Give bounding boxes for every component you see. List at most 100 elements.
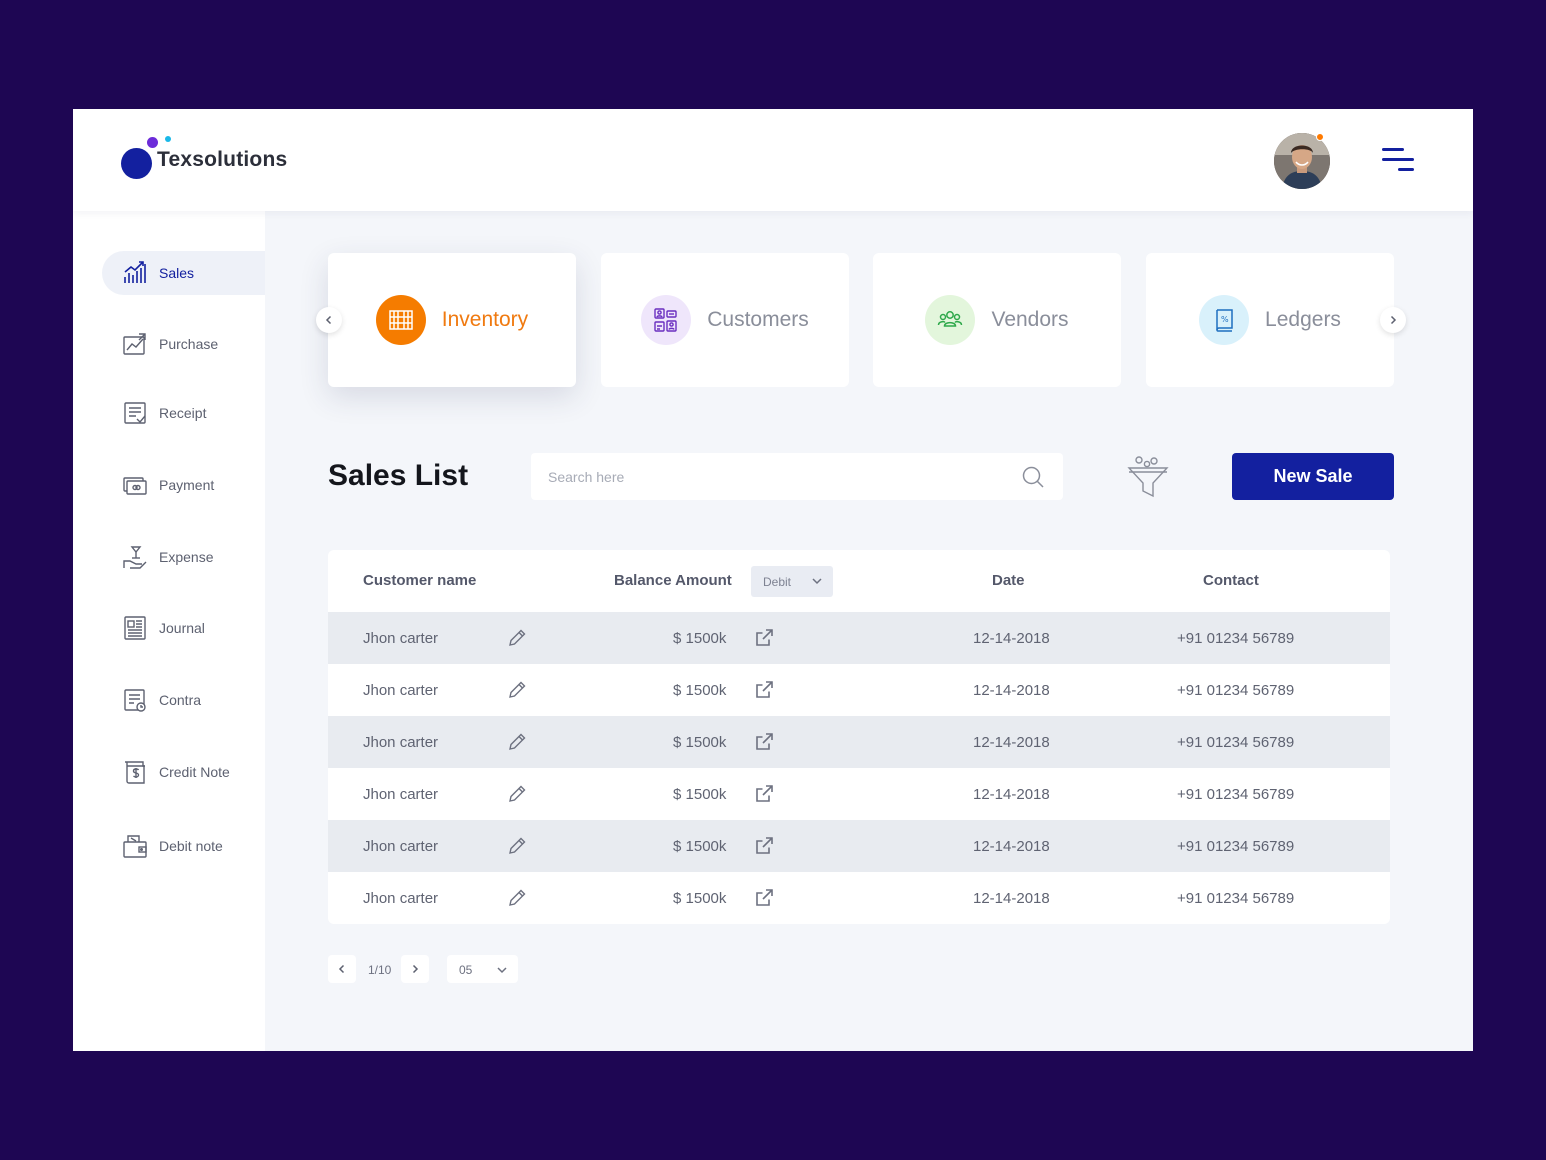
column-header-balance-amount: Balance Amount bbox=[614, 572, 732, 589]
carousel-next-button[interactable] bbox=[1380, 307, 1406, 333]
sale-date: 12-14-2018 bbox=[973, 890, 1050, 907]
journal-icon bbox=[121, 614, 149, 642]
contact-number: +91 01234 56789 bbox=[1177, 890, 1295, 907]
contact-number: +91 01234 56789 bbox=[1177, 682, 1295, 699]
sidebar-item-journal[interactable]: Journal bbox=[102, 606, 265, 650]
balance-type-select[interactable]: Debit bbox=[751, 566, 833, 597]
sidebar-item-label: Sales bbox=[159, 265, 195, 281]
card-label: Ledgers bbox=[1265, 308, 1341, 331]
purchase-icon bbox=[121, 330, 149, 358]
external-link-icon[interactable] bbox=[753, 835, 775, 857]
chevron-down-icon bbox=[497, 967, 507, 974]
new-sale-button[interactable]: New Sale bbox=[1232, 453, 1394, 500]
sidebar-item-expense[interactable]: Expense bbox=[102, 535, 265, 579]
page-title: Sales List bbox=[328, 459, 469, 492]
card-ledgers[interactable]: % Ledgers bbox=[1146, 253, 1394, 387]
column-header-date: Date bbox=[992, 572, 1025, 589]
customer-name: Jhon carter bbox=[363, 890, 439, 907]
sidebar-item-debit-note[interactable]: Debit note bbox=[102, 824, 265, 868]
search-box bbox=[531, 453, 1063, 500]
search-input[interactable] bbox=[531, 453, 1001, 500]
sidebar-item-payment[interactable]: Payment bbox=[102, 463, 265, 507]
edit-pencil-icon[interactable] bbox=[506, 627, 528, 649]
logo-mark-icon bbox=[121, 135, 171, 185]
chevron-left-icon bbox=[325, 315, 332, 325]
card-customers[interactable]: Customers bbox=[601, 253, 849, 387]
external-link-icon[interactable] bbox=[753, 679, 775, 701]
sidebar-item-label: Contra bbox=[159, 692, 202, 708]
balance-type-value: Debit bbox=[763, 574, 792, 589]
card-label: Customers bbox=[707, 308, 809, 331]
credit-note-icon bbox=[121, 758, 149, 786]
sales-table: Customer name Balance Amount Debit Date … bbox=[328, 550, 1390, 924]
balance-amount: $ 1500k bbox=[673, 682, 727, 699]
sidebar: Sales Purchase Receipt bbox=[73, 211, 265, 1051]
edit-pencil-icon[interactable] bbox=[506, 783, 528, 805]
brand-logo[interactable]: Texsolutions bbox=[121, 135, 287, 185]
external-link-icon[interactable] bbox=[753, 627, 775, 649]
customer-name: Jhon carter bbox=[363, 734, 439, 751]
next-page-button[interactable] bbox=[401, 955, 429, 983]
rows-per-page-select[interactable]: 05 bbox=[447, 955, 518, 983]
customers-icon bbox=[641, 295, 692, 345]
sidebar-item-label: Expense bbox=[159, 549, 214, 565]
external-link-icon[interactable] bbox=[753, 783, 775, 805]
avatar[interactable] bbox=[1274, 133, 1330, 189]
brand-name: Texsolutions bbox=[157, 148, 288, 171]
customer-name: Jhon carter bbox=[363, 838, 439, 855]
app-window: Texsolutions bbox=[73, 109, 1473, 1051]
balance-amount: $ 1500k bbox=[673, 734, 727, 751]
table-row[interactable]: Jhon carter $ 1500k 12-14-2018 +91 01234… bbox=[328, 612, 1390, 664]
balance-amount: $ 1500k bbox=[673, 630, 727, 647]
chevron-left-icon bbox=[338, 964, 345, 974]
sidebar-item-sales[interactable]: Sales bbox=[102, 251, 265, 295]
sidebar-item-credit-note[interactable]: Credit Note bbox=[102, 750, 265, 794]
customer-name: Jhon carter bbox=[363, 630, 439, 647]
sidebar-item-label: Debit note bbox=[159, 838, 223, 854]
sale-date: 12-14-2018 bbox=[973, 786, 1050, 803]
sidebar-item-label: Receipt bbox=[159, 405, 207, 421]
customer-name: Jhon carter bbox=[363, 786, 439, 803]
balance-amount: $ 1500k bbox=[673, 786, 727, 803]
edit-pencil-icon[interactable] bbox=[506, 835, 528, 857]
prev-page-button[interactable] bbox=[328, 955, 356, 983]
external-link-icon[interactable] bbox=[753, 731, 775, 753]
inventory-icon bbox=[375, 295, 426, 345]
sale-date: 12-14-2018 bbox=[973, 682, 1050, 699]
search-icon[interactable] bbox=[1021, 465, 1045, 489]
table-row[interactable]: Jhon carter $ 1500k 12-14-2018 +91 01234… bbox=[328, 872, 1390, 924]
contact-number: +91 01234 56789 bbox=[1177, 630, 1295, 647]
sale-date: 12-14-2018 bbox=[973, 630, 1050, 647]
table-row[interactable]: Jhon carter $ 1500k 12-14-2018 +91 01234… bbox=[328, 664, 1390, 716]
menu-icon[interactable] bbox=[1380, 145, 1416, 175]
table-row[interactable]: Jhon carter $ 1500k 12-14-2018 +91 01234… bbox=[328, 768, 1390, 820]
external-link-icon[interactable] bbox=[753, 887, 775, 909]
edit-pencil-icon[interactable] bbox=[506, 679, 528, 701]
table-header: Customer name Balance Amount Debit Date … bbox=[328, 550, 1390, 612]
carousel-prev-button[interactable] bbox=[316, 307, 342, 333]
card-inventory[interactable]: Inventory bbox=[328, 253, 576, 387]
table-row[interactable]: Jhon carter $ 1500k 12-14-2018 +91 01234… bbox=[328, 716, 1390, 768]
svg-text:%: % bbox=[1221, 315, 1229, 324]
sidebar-item-contra[interactable]: Contra bbox=[102, 678, 265, 722]
sidebar-item-label: Payment bbox=[159, 477, 215, 493]
sale-date: 12-14-2018 bbox=[973, 734, 1050, 751]
page-indicator: 1/10 bbox=[368, 963, 392, 977]
sidebar-item-receipt[interactable]: Receipt bbox=[102, 391, 265, 435]
sidebar-item-purchase[interactable]: Purchase bbox=[102, 322, 265, 366]
customer-name: Jhon carter bbox=[363, 682, 439, 699]
table-row[interactable]: Jhon carter $ 1500k 12-14-2018 +91 01234… bbox=[328, 820, 1390, 872]
card-label: Inventory bbox=[441, 308, 529, 331]
contact-number: +91 01234 56789 bbox=[1177, 838, 1295, 855]
edit-pencil-icon[interactable] bbox=[506, 887, 528, 909]
balance-amount: $ 1500k bbox=[673, 838, 727, 855]
payment-icon bbox=[121, 471, 149, 499]
filter-icon[interactable] bbox=[1126, 454, 1170, 500]
expense-icon bbox=[121, 543, 149, 571]
sales-chart-icon bbox=[121, 259, 149, 287]
card-vendors[interactable]: Vendors bbox=[873, 253, 1121, 387]
contra-icon bbox=[121, 686, 149, 714]
ledgers-icon: % bbox=[1199, 295, 1250, 345]
edit-pencil-icon[interactable] bbox=[506, 731, 528, 753]
contact-number: +91 01234 56789 bbox=[1177, 734, 1295, 751]
